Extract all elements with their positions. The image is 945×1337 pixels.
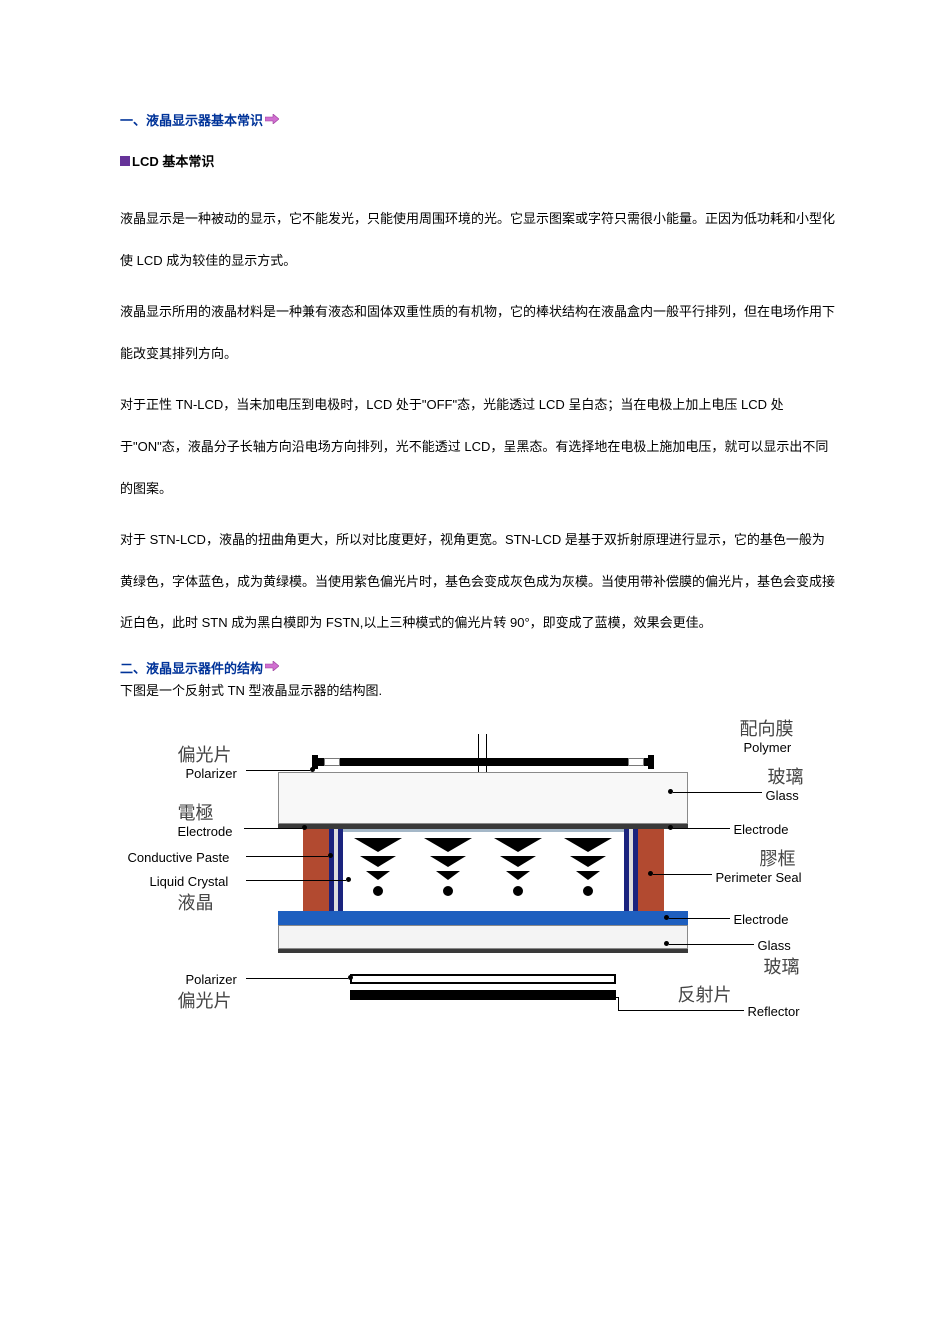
leader-line [618,997,619,1010]
leader-line [690,792,762,793]
leader-dot [346,877,351,882]
label-en: Polymer [744,740,792,757]
layer-cap [324,758,340,766]
leader-line [618,1010,744,1011]
label-en: Polarizer [186,972,237,989]
section1-sub: LCD 基本常识 [132,151,214,170]
label-cn: 膠框 [760,848,796,871]
section1-p3: 对于正性 TN-LCD，当未加电压到电极时，LCD 处于"OFF"态，光能透过 … [120,384,835,509]
layer-cap [628,758,644,766]
leader-line [669,918,690,919]
layer-polarizer-top [318,758,648,766]
layer-conductive-paste [629,829,633,911]
lc-molecule-icon [564,838,612,896]
section2-sub: 下图是一个反射式 TN 型液晶显示器的结构图. [120,681,835,702]
layer-perimeter-seal [303,829,329,911]
leader-dot [302,825,307,830]
label-cn: 配向膜 [740,718,794,741]
leader-line [669,944,690,945]
leader-line [673,792,690,793]
leader-dot [310,767,315,772]
label-cn: 偏光片 [178,990,232,1013]
label-cn: 玻璃 [764,956,800,979]
layer-reflector [350,990,616,1000]
leader-line [613,997,619,998]
leader-dot [348,975,353,980]
lcd-structure-diagram: 偏光片 Polarizer 電極 Electrode Conductive Pa… [128,722,828,1052]
layer-perimeter-seal [638,829,664,911]
label-en: Perimeter Seal [716,870,802,887]
leader-line [690,828,730,829]
section1-p1: 液晶显示是一种被动的显示，它不能发光，只能使用周围环境的光。它显示图案或字符只需… [120,198,835,281]
label-en: Reflector [748,1004,800,1021]
layer-glass-top [278,772,688,824]
layer-polarizer-bottom [350,974,616,984]
leader-line [246,978,348,979]
leader-line [690,918,730,919]
leader-line [673,828,690,829]
lc-inner [343,832,624,911]
arrow-icon [265,114,279,124]
leader-line [690,944,754,945]
label-en: Glass [758,938,791,955]
leader-line [666,874,712,875]
leader-line [246,770,310,771]
lc-molecule-icon [354,838,402,896]
section1-heading-row: 一、液晶显示器基本常识 [120,110,835,129]
label-en: Glass [766,788,799,805]
document-page: 一、液晶显示器基本常识 LCD 基本常识 液晶显示是一种被动的显示，它不能发光，… [0,0,945,1082]
label-en: Electrode [178,824,233,841]
label-en: Electrode [734,822,789,839]
section1-heading: 一、液晶显示器基本常识 [120,110,263,129]
label-cn: 反射片 [678,984,732,1007]
layer-cap [648,755,654,769]
lc-molecule-icon [424,838,472,896]
leader-line [244,828,302,829]
section2-heading-row: 二、液晶显示器件的结构 [120,658,835,677]
layer-electrode-mid [278,911,688,925]
square-bullet-icon [120,156,130,166]
section1-p4: 对于 STN-LCD，液晶的扭曲角更大，所以对比度更好，视角更宽。STN-LCD… [120,519,835,644]
label-cn: 電極 [178,802,214,825]
layer-liquid-crystal [343,829,624,911]
section2-heading: 二、液晶显示器件的结构 [120,658,263,677]
leader-line [246,856,328,857]
layer-glass-bottom [278,925,688,949]
leader-line [653,874,666,875]
leader-line [246,880,346,881]
label-en: Conductive Paste [128,850,230,867]
section1-sub-row: LCD 基本常识 [120,151,835,170]
diagram-wrap: 偏光片 Polarizer 電極 Electrode Conductive Pa… [120,722,835,1052]
section1-p2: 液晶显示所用的液晶材料是一种兼有液态和固体双重性质的有机物，它的棒状结构在液晶盒… [120,291,835,374]
lc-molecule-icon [494,838,542,896]
label-cn: 偏光片 [178,744,232,767]
layer-electrode-bottom [278,949,688,953]
label-en: Electrode [734,912,789,929]
layer-conductive-paste [334,829,338,911]
arrow-icon [265,661,279,671]
leader-dot [328,853,333,858]
label-cn: 液晶 [178,892,214,915]
label-en: Polarizer [186,766,237,783]
label-en: Liquid Crystal [150,874,229,891]
label-cn: 玻璃 [768,766,804,789]
